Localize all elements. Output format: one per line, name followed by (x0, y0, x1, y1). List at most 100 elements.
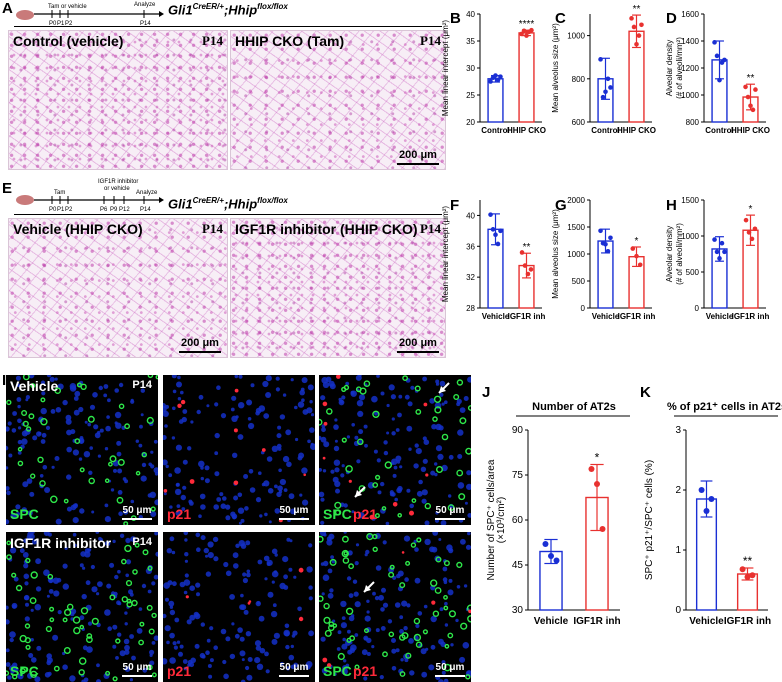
data-point (529, 267, 534, 272)
data-point (704, 508, 710, 514)
y-tick-label-j: 90 (512, 425, 524, 436)
y-axis-label-f: Mean linear intercept (μm²) (441, 206, 450, 303)
data-point (608, 85, 613, 90)
y-axis-label-d: (# of alveoli/mm²) (675, 37, 684, 99)
x-tick-label-c: Control (591, 126, 619, 135)
data-point (749, 572, 755, 578)
data-point (493, 73, 498, 78)
y-tick-label-g: 1000 (567, 250, 585, 259)
scale-bar (435, 675, 465, 677)
y-tick-label-f: 28 (466, 304, 475, 313)
data-point (491, 227, 496, 232)
y-tick-label-k: 0 (675, 605, 681, 616)
data-point (712, 40, 717, 45)
data-point (748, 104, 753, 109)
significance-label: * (635, 236, 639, 247)
y-tick-label-d: 1600 (681, 10, 699, 19)
chart-title-j: Number of AT2s (532, 401, 616, 413)
y-tick-label-g: 500 (572, 277, 586, 286)
scale-bar (279, 675, 309, 677)
y-axis-label-k: SPC⁺ p21⁺/SPC⁺ cells (%) (644, 460, 655, 580)
y-axis-label-d: Alveolar density (665, 40, 674, 96)
scale-bar (122, 675, 152, 677)
x-tick-label-b: HHIP CKO (507, 126, 546, 135)
data-point (720, 241, 725, 246)
y-tick-label-b: 30 (466, 64, 475, 73)
y-tick-label-k: 2 (675, 485, 681, 496)
y-tick-label-f: 36 (466, 242, 475, 251)
significance-label: ** (743, 554, 753, 568)
y-tick-label-j: 30 (512, 605, 524, 616)
data-point (598, 57, 603, 62)
y-axis-label-h: (# of alveoli/mm²) (675, 223, 684, 285)
x-tick-label-g: Vehicle (592, 312, 620, 321)
data-point (523, 263, 528, 268)
data-point (750, 237, 755, 242)
data-point (722, 58, 727, 63)
y-tick-label-b: 35 (466, 37, 475, 46)
data-point (722, 250, 727, 255)
data-point (554, 558, 560, 564)
data-point (493, 232, 498, 237)
y-tick-label-k: 1 (675, 545, 681, 556)
data-point (637, 33, 642, 38)
data-point (638, 263, 643, 268)
y-tick-label-j: 45 (512, 560, 524, 571)
data-point (630, 246, 635, 251)
data-point (598, 228, 603, 233)
bar (488, 79, 503, 122)
data-point (588, 466, 594, 472)
data-point (747, 230, 752, 235)
x-tick-label-c: HHIP CKO (617, 126, 656, 135)
data-point (496, 242, 501, 247)
data-point (639, 23, 644, 28)
y-tick-label-g: 2000 (567, 196, 585, 205)
y-tick-label-k: 3 (675, 425, 681, 436)
data-point (744, 218, 749, 223)
data-point (603, 89, 608, 94)
x-tick-label-k: Vehicle (689, 616, 724, 627)
significance-label: **** (519, 19, 535, 30)
y-tick-label-b: 40 (466, 10, 475, 19)
data-point (708, 496, 714, 502)
significance-label: ** (523, 242, 531, 253)
data-point (548, 553, 554, 559)
data-point (606, 249, 611, 254)
y-axis-label-h: Alveolar density (665, 226, 674, 282)
significance-label: * (595, 451, 600, 465)
x-tick-label-h: Vehicle (706, 312, 734, 321)
y-tick-label-b: 20 (466, 118, 475, 127)
data-point (753, 87, 758, 92)
y-tick-label-c: 600 (572, 118, 586, 127)
x-tick-label-j: Vehicle (534, 616, 569, 627)
data-point (715, 54, 720, 59)
data-point (488, 212, 493, 217)
x-tick-label-g: IGF1R inh (618, 312, 656, 321)
data-point (594, 481, 600, 487)
x-tick-label-d: HHIP CKO (731, 126, 770, 135)
y-tick-label-b: 25 (466, 91, 475, 100)
y-tick-label-f: 32 (466, 273, 475, 282)
y-tick-label-c: 1000 (567, 32, 585, 41)
significance-label: * (749, 204, 753, 215)
x-tick-label-j: IGF1R inh (573, 616, 620, 627)
data-point (699, 487, 705, 493)
y-axis-label-c: Mean alveolus size (μm²) (551, 23, 560, 113)
y-axis-label-b: Mean linear intercept (μm²) (441, 20, 450, 117)
data-point (629, 16, 634, 21)
chart-title-k: % of p21⁺ cells in AT2s (667, 401, 782, 413)
data-point (498, 229, 503, 234)
data-point (717, 256, 722, 261)
y-axis-label-j: (×10³/cm²) (496, 497, 507, 543)
y-tick-label-g: 1500 (567, 223, 585, 232)
data-point (542, 541, 548, 547)
x-tick-label-b: Control (481, 126, 509, 135)
significance-label: ** (633, 4, 641, 15)
y-tick-label-c: 800 (572, 75, 586, 84)
x-tick-label-f: Vehicle (482, 312, 510, 321)
data-point (601, 95, 606, 100)
y-tick-label-h: 0 (695, 304, 700, 313)
data-point (524, 33, 529, 38)
data-point (634, 254, 639, 259)
y-tick-label-f: 40 (466, 211, 475, 220)
